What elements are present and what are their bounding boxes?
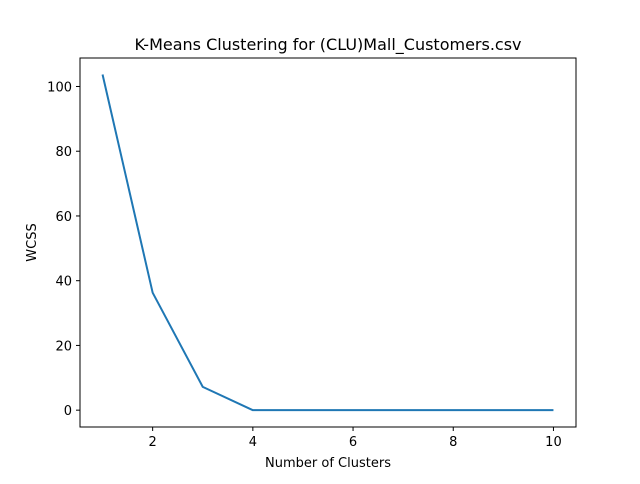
plot-layer	[101, 74, 554, 412]
chart-title: K-Means Clustering for (CLU)Mall_Custome…	[134, 35, 521, 55]
y-axis-label: WCSS	[25, 223, 40, 261]
x-tick-label: 8	[449, 435, 457, 450]
x-axis-ticks: 2 4 6 8 10	[149, 427, 562, 450]
x-tick-label: 10	[545, 435, 562, 450]
y-tick-label: 60	[55, 210, 72, 225]
y-tick-label: 0	[64, 404, 72, 419]
y-tick-label: 100	[47, 80, 72, 95]
x-tick-label: 6	[349, 435, 357, 450]
y-tick-label: 20	[55, 339, 72, 354]
wcss-series-line	[101, 74, 554, 412]
y-axis-ticks: 0 20 40 60 80 100	[47, 80, 80, 419]
x-tick-label: 4	[249, 435, 257, 450]
x-axis-label: Number of Clusters	[265, 456, 391, 471]
plot-frame	[79, 57, 577, 428]
x-tick-label: 2	[149, 435, 157, 450]
y-tick-label: 40	[55, 275, 72, 290]
y-tick-label: 80	[55, 145, 72, 160]
